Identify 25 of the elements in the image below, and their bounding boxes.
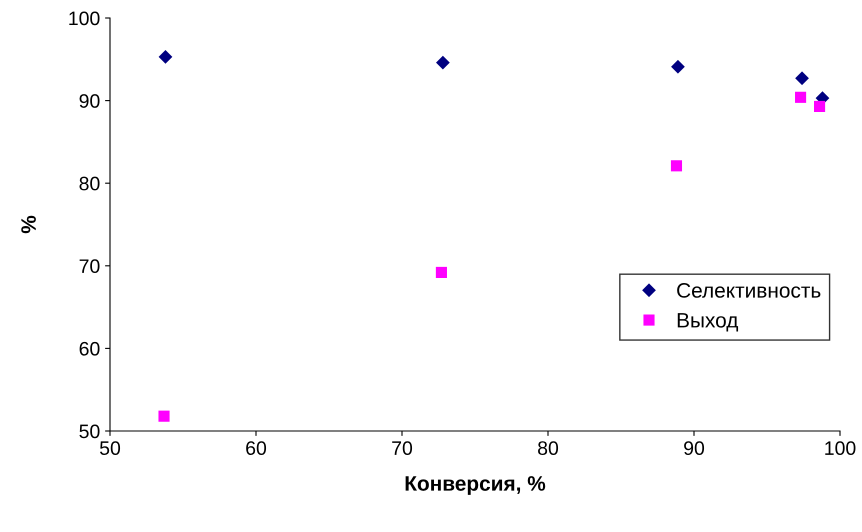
y-axis-title: % — [21, 216, 36, 234]
point — [670, 160, 682, 172]
y-tick-label: 70 — [80, 259, 100, 274]
point — [795, 72, 809, 85]
x-tick-label: 90 — [684, 441, 704, 456]
y-tick-label: 100 — [69, 11, 100, 26]
y-tick-label: 90 — [80, 94, 100, 108]
point — [795, 92, 806, 103]
y-tick-label: 80 — [79, 176, 100, 190]
x-axis-title: Конверсия, % — [406, 476, 546, 495]
point — [814, 100, 826, 112]
legend-label: Селективность — [677, 283, 820, 298]
point — [436, 56, 450, 70]
point — [436, 266, 447, 278]
point — [158, 410, 170, 422]
y-tick-label: 60 — [80, 342, 100, 356]
legend-label: Выход — [678, 313, 738, 332]
y-tick-label: 50 — [79, 424, 100, 438]
point — [158, 50, 172, 64]
point — [671, 60, 685, 74]
x-tick-label: 70 — [392, 441, 412, 456]
x-tick-label: 60 — [246, 441, 266, 456]
x-tick-label: 80 — [538, 441, 558, 456]
x-tick-label: 50 — [100, 441, 120, 456]
x-tick-label: 100 — [825, 441, 856, 456]
